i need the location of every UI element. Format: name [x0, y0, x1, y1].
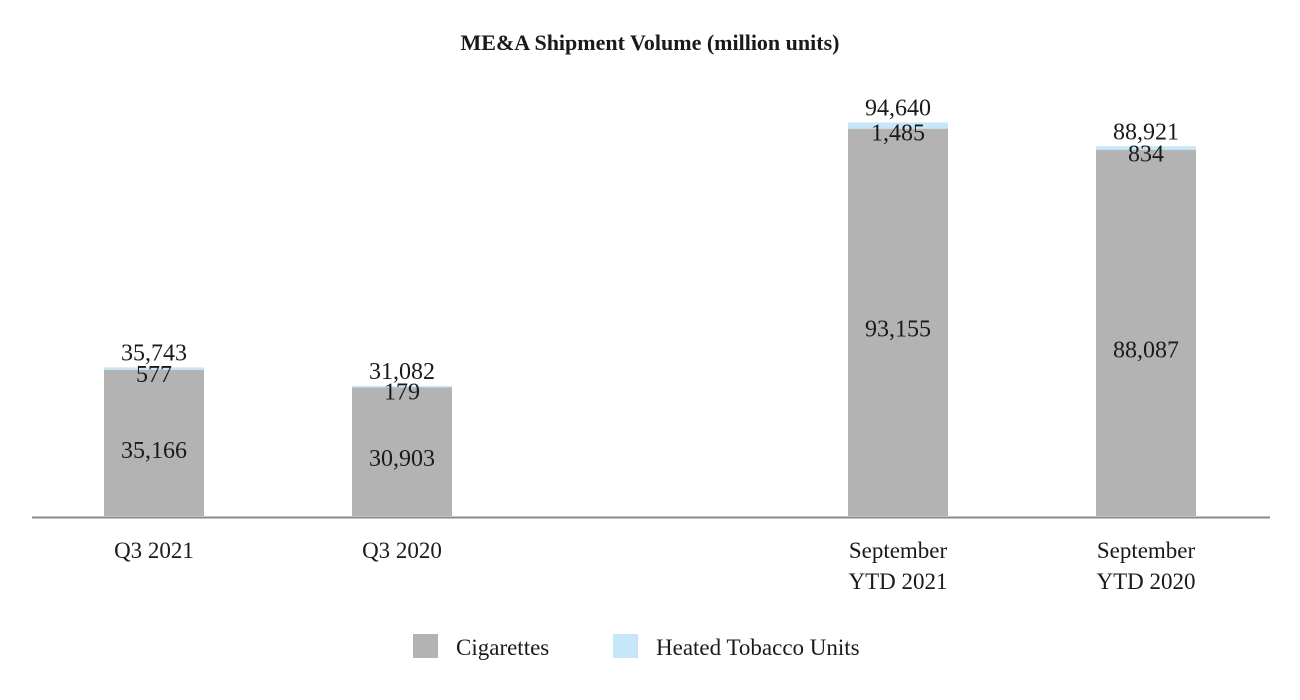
data-label-heated-tobacco-units: 179 [384, 380, 420, 406]
bar-cigarettes [104, 369, 204, 516]
data-label-cigarettes: 88,087 [1113, 338, 1179, 364]
data-label-heated-tobacco-units: 834 [1128, 142, 1164, 168]
bar-heated-tobacco-units [104, 367, 204, 370]
legend-label: Cigarettes [456, 635, 549, 660]
bar-cigarettes [848, 128, 948, 517]
x-tick-label: YTD 2020 [1096, 569, 1195, 594]
bar-heated-tobacco-units [1096, 146, 1196, 150]
x-tick-label: September [1097, 538, 1196, 563]
chart-title: ME&A Shipment Volume (million units) [461, 30, 840, 55]
legend-swatch [413, 634, 438, 658]
data-label-total: 94,640 [865, 95, 931, 121]
data-label-cigarettes: 35,166 [121, 438, 187, 464]
x-tick-label: YTD 2021 [848, 569, 947, 594]
data-label-total: 31,082 [369, 359, 435, 385]
x-tick-label: Q3 2020 [362, 538, 442, 563]
bar-cigarettes [352, 387, 452, 516]
data-label-total: 35,743 [121, 340, 187, 366]
data-label-cigarettes: 93,155 [865, 317, 931, 343]
data-label-heated-tobacco-units: 1,485 [871, 121, 925, 147]
x-tick-label: Q3 2021 [114, 538, 194, 563]
bar-heated-tobacco-units [848, 122, 948, 129]
x-axis-labels: Q3 2021 Q3 2020 September YTD 2021 September… [114, 538, 1195, 594]
data-label-total: 88,921 [1113, 119, 1179, 145]
legend: Cigarettes Heated Tobacco Units [413, 634, 860, 660]
bar-heated-tobacco-units [352, 386, 452, 388]
data-label-cigarettes: 30,903 [369, 446, 435, 472]
data-label-heated-tobacco-units: 577 [136, 362, 172, 388]
legend-label: Heated Tobacco Units [656, 635, 860, 660]
x-tick-label: September [849, 538, 948, 563]
legend-swatch [613, 634, 638, 658]
bar-cigarettes [1096, 149, 1196, 516]
